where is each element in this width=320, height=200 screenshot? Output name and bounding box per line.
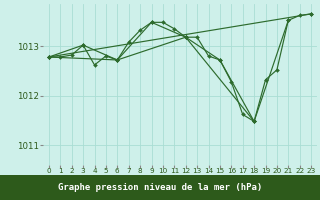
Text: Graphe pression niveau de la mer (hPa): Graphe pression niveau de la mer (hPa): [58, 183, 262, 192]
